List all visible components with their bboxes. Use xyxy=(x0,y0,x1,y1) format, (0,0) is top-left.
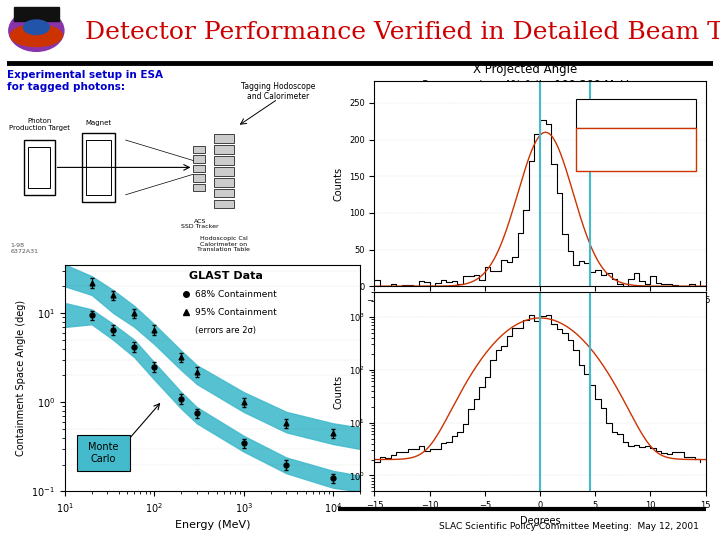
Text: Photon
Production Target: Photon Production Target xyxy=(9,118,70,131)
Bar xyxy=(14,8,59,21)
Text: Detector Performance Verified in Detailed Beam Tests: Detector Performance Verified in Detaile… xyxy=(85,21,720,44)
Y-axis label: Counts: Counts xyxy=(333,374,343,409)
Ellipse shape xyxy=(10,25,63,46)
Text: Hodoscopic CsI
Calorimeter on
Translation Table: Hodoscopic CsI Calorimeter on Translatio… xyxy=(197,236,251,252)
Ellipse shape xyxy=(9,10,64,51)
Bar xyxy=(193,155,205,163)
Text: ACS
SSD Tracker: ACS SSD Tracker xyxy=(181,219,219,230)
Bar xyxy=(193,174,205,182)
Bar xyxy=(193,145,205,153)
Bar xyxy=(28,147,50,188)
FancyBboxPatch shape xyxy=(577,128,696,171)
Bar xyxy=(214,178,234,186)
Text: GLAST Data: GLAST Data xyxy=(189,272,263,281)
Text: 3-cm spacing, 4% foils, 100-200 MeV: 3-cm spacing, 4% foils, 100-200 MeV xyxy=(423,80,629,91)
X-axis label: Degrees: Degrees xyxy=(520,516,560,525)
Bar xyxy=(214,188,234,198)
Text: Experimental setup in ESA
for tagged photons:: Experimental setup in ESA for tagged pho… xyxy=(7,70,163,92)
Bar xyxy=(214,167,234,176)
Text: Data: Data xyxy=(626,105,649,114)
X-axis label: Energy (MeV): Energy (MeV) xyxy=(175,521,250,530)
Text: Tagging Hodoscope
and Calorimeter: Tagging Hodoscope and Calorimeter xyxy=(240,82,315,102)
Text: SLAC Scientific Policy Committee Meeting:  May 12, 2001: SLAC Scientific Policy Committee Meeting… xyxy=(438,522,698,530)
Bar xyxy=(86,140,111,195)
X-axis label: Degrees: Degrees xyxy=(520,310,560,320)
Bar xyxy=(214,156,234,165)
FancyBboxPatch shape xyxy=(76,435,130,471)
Bar xyxy=(24,140,55,195)
Text: 95% Containment: 95% Containment xyxy=(194,308,276,317)
Text: 68% Containment: 68% Containment xyxy=(194,289,276,299)
Bar xyxy=(193,165,205,172)
Bar xyxy=(214,134,234,143)
Text: Magnet: Magnet xyxy=(86,120,112,126)
Y-axis label: Counts: Counts xyxy=(333,166,343,201)
Bar xyxy=(193,184,205,191)
Bar xyxy=(81,133,115,201)
Y-axis label: Containment Space Angle (deg): Containment Space Angle (deg) xyxy=(16,300,26,456)
Text: X Projected Angle: X Projected Angle xyxy=(474,63,577,76)
Text: 1-98
6372A31: 1-98 6372A31 xyxy=(11,243,39,254)
Text: Monte
Carlo: Monte Carlo xyxy=(88,442,118,464)
Text: (errors are 2σ): (errors are 2σ) xyxy=(194,326,256,335)
Text: Monte
Carlo: Monte Carlo xyxy=(626,139,654,158)
FancyBboxPatch shape xyxy=(577,99,696,128)
Ellipse shape xyxy=(23,20,49,35)
Bar xyxy=(214,145,234,154)
Bar xyxy=(214,200,234,208)
